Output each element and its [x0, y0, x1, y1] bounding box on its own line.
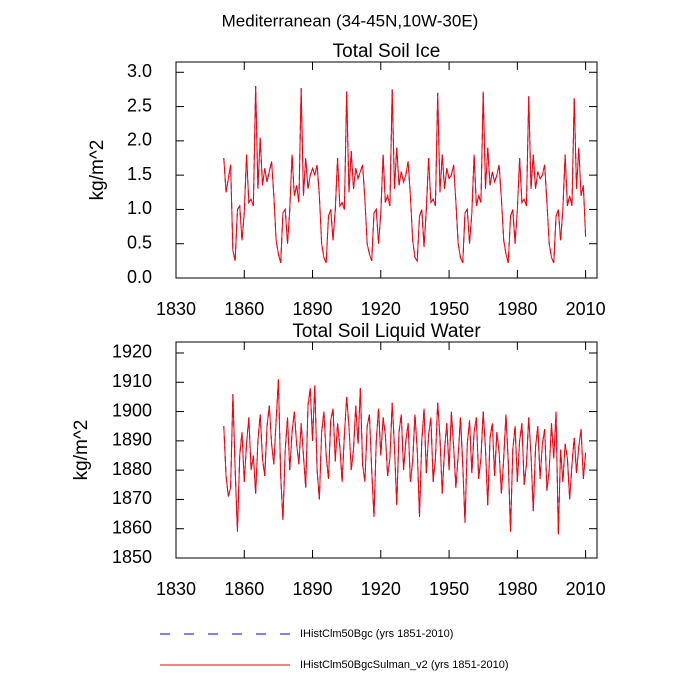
y-tick-label: 1850: [112, 547, 152, 567]
panel-title: Total Soil Ice: [333, 41, 441, 62]
y-tick-label: 1900: [112, 400, 152, 420]
x-tick-label: 1830: [156, 299, 196, 319]
y-tick-label: 3.0: [127, 61, 152, 81]
plot-frame: [175, 61, 598, 279]
x-tick-label: 1920: [361, 579, 401, 599]
y-tick-label: 2.5: [127, 95, 152, 115]
plot-frame: [175, 341, 598, 559]
y-tick-label: 2.0: [127, 130, 152, 150]
y-tick-label: 1.0: [127, 198, 152, 218]
y-tick-label: 1860: [112, 517, 152, 537]
series-line: [223, 85, 587, 264]
y-axis-label: kg/m^2: [87, 140, 108, 201]
x-tick-label: 1950: [429, 579, 469, 599]
legend-label: IHistClm50Bgc (yrs 1851-2010): [300, 628, 453, 640]
y-tick-label: 1880: [112, 459, 152, 479]
x-tick-label: 1830: [156, 579, 196, 599]
x-tick-label: 1950: [429, 299, 469, 319]
x-tick-label: 2010: [566, 299, 606, 319]
series-line: [223, 379, 587, 535]
y-tick-label: 1920: [112, 342, 152, 362]
y-tick-label: 0.0: [127, 267, 152, 287]
figure-title: Mediterranean (34-45N,10W-30E): [222, 11, 479, 30]
x-tick-label: 1860: [224, 299, 264, 319]
x-tick-label: 1980: [497, 579, 537, 599]
x-tick-label: 1980: [497, 299, 537, 319]
y-tick-label: 1890: [112, 430, 152, 450]
x-tick-label: 2010: [566, 579, 606, 599]
panel-title: Total Soil Liquid Water: [292, 321, 481, 342]
y-tick-label: 1910: [112, 371, 152, 391]
y-tick-label: 1.5: [127, 164, 152, 184]
x-tick-label: 1920: [361, 299, 401, 319]
legend-label: IHistClm50BgcSulman_v2 (yrs 1851-2010): [300, 659, 508, 671]
y-tick-label: 1870: [112, 488, 152, 508]
y-tick-label: 0.5: [127, 232, 152, 252]
x-tick-label: 1890: [293, 579, 333, 599]
y-axis-label: kg/m^2: [71, 420, 92, 481]
x-tick-label: 1860: [224, 579, 264, 599]
x-tick-label: 1890: [293, 299, 333, 319]
